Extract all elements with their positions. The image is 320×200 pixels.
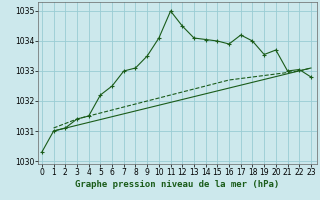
X-axis label: Graphe pression niveau de la mer (hPa): Graphe pression niveau de la mer (hPa) [76, 180, 280, 189]
